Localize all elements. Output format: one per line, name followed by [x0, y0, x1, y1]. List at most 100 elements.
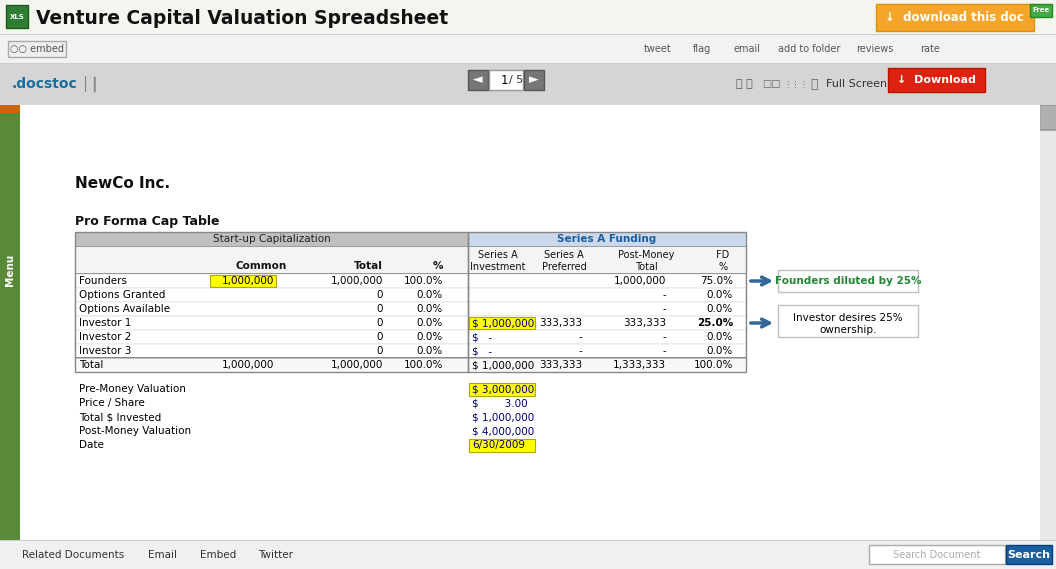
Text: $ 1,000,000: $ 1,000,000	[472, 412, 534, 422]
Bar	[469, 383, 535, 396]
Text: flag: flag	[693, 44, 712, 54]
Text: ○○ embed: ○○ embed	[10, 44, 64, 54]
Text: 0: 0	[377, 332, 383, 342]
Text: -: -	[579, 346, 582, 356]
Bar	[1040, 105, 1056, 130]
Bar	[1030, 4, 1052, 17]
Text: ↓  download this doc: ↓ download this doc	[885, 11, 1023, 24]
Bar	[468, 232, 746, 372]
Text: 100.0%: 100.0%	[403, 360, 444, 370]
Text: $ 1,000,000: $ 1,000,000	[472, 360, 534, 370]
Bar	[0, 540, 1056, 569]
Text: 1,000,000: 1,000,000	[331, 360, 383, 370]
Bar	[1006, 545, 1052, 564]
Text: □□: □□	[762, 79, 780, 89]
Text: 0: 0	[377, 318, 383, 328]
Text: FD: FD	[716, 250, 730, 260]
Text: tweet: tweet	[644, 44, 672, 54]
Bar	[75, 274, 746, 288]
Text: Series A: Series A	[478, 250, 517, 260]
Text: Full Screen: Full Screen	[826, 79, 887, 89]
Bar	[1040, 129, 1056, 130]
Text: Search: Search	[1007, 550, 1051, 559]
Bar	[489, 70, 523, 90]
Bar	[210, 275, 276, 287]
Text: 0.0%: 0.0%	[706, 290, 733, 300]
Bar	[0, 34, 1056, 35]
Text: 100.0%: 100.0%	[403, 276, 444, 286]
Bar	[778, 270, 918, 292]
Text: 0: 0	[377, 346, 383, 356]
Text: Price / Share: Price / Share	[79, 398, 145, 408]
Text: reviews: reviews	[856, 44, 893, 54]
Text: 0.0%: 0.0%	[706, 332, 733, 342]
Text: 0: 0	[377, 290, 383, 300]
Bar	[75, 357, 746, 358]
Text: NewCo Inc.: NewCo Inc.	[75, 175, 170, 191]
Bar	[469, 439, 535, 452]
Text: $   -: $ -	[472, 346, 492, 356]
Text: 333,333: 333,333	[539, 318, 582, 328]
Text: $ 4,000,000: $ 4,000,000	[472, 426, 534, 436]
Text: ⋮⋮⋮: ⋮⋮⋮	[782, 80, 808, 89]
Text: Total: Total	[635, 262, 658, 272]
Text: Start-up Capitalization: Start-up Capitalization	[212, 234, 331, 244]
Text: ⌕ ⌕: ⌕ ⌕	[736, 79, 753, 89]
Text: Founders: Founders	[79, 276, 127, 286]
Text: Common: Common	[235, 261, 287, 271]
Text: 1,000,000: 1,000,000	[614, 276, 666, 286]
Text: 0.0%: 0.0%	[417, 346, 444, 356]
Bar	[1040, 105, 1056, 540]
Text: 1,000,000: 1,000,000	[222, 276, 274, 286]
Text: Investor 1: Investor 1	[79, 318, 131, 328]
Bar	[75, 246, 746, 274]
Text: Search Document: Search Document	[893, 550, 981, 559]
Bar	[0, 540, 1056, 541]
Text: Twitter: Twitter	[258, 550, 293, 560]
Text: 0.0%: 0.0%	[417, 290, 444, 300]
Text: 25.0%: 25.0%	[697, 318, 733, 328]
Text: $        3.00: $ 3.00	[472, 398, 528, 408]
Text: |: |	[82, 76, 88, 92]
Bar	[0, 64, 1056, 105]
Text: 333,333: 333,333	[623, 318, 666, 328]
Text: Email: Email	[148, 550, 177, 560]
Text: $ 1,000,000: $ 1,000,000	[472, 318, 534, 328]
Text: Menu: Menu	[5, 254, 15, 286]
Bar	[75, 232, 468, 372]
Text: XLS: XLS	[10, 14, 24, 19]
Bar	[8, 41, 65, 57]
Bar	[0, 105, 1056, 106]
Text: Post-Money: Post-Money	[618, 250, 674, 260]
Bar	[75, 273, 746, 274]
Text: Date: Date	[79, 440, 103, 450]
Text: Investment: Investment	[470, 262, 526, 272]
Text: -: -	[662, 346, 666, 356]
Bar	[876, 4, 1034, 31]
Text: Pro Forma Cap Table: Pro Forma Cap Table	[75, 215, 220, 228]
Text: Related Documents: Related Documents	[22, 550, 125, 560]
Text: ↓  Download: ↓ Download	[897, 75, 976, 85]
Bar	[75, 232, 468, 246]
Bar	[0, 63, 1056, 64]
Bar	[75, 358, 746, 372]
Text: 0.0%: 0.0%	[417, 318, 444, 328]
Text: 1,000,000: 1,000,000	[331, 276, 383, 286]
Text: -: -	[662, 290, 666, 300]
Text: Pre-Money Valuation: Pre-Money Valuation	[79, 384, 186, 394]
Bar	[6, 5, 29, 28]
Bar	[0, 0, 1056, 35]
Text: 333,333: 333,333	[539, 360, 582, 370]
Bar	[75, 316, 746, 330]
Text: %: %	[433, 261, 444, 271]
Bar	[524, 70, 544, 90]
Text: rate: rate	[920, 44, 940, 54]
Text: Post-Money Valuation: Post-Money Valuation	[79, 426, 191, 436]
Text: 1,000,000: 1,000,000	[222, 360, 274, 370]
Text: 0.0%: 0.0%	[417, 332, 444, 342]
Bar	[0, 35, 1056, 63]
Text: Venture Capital Valuation Spreadsheet: Venture Capital Valuation Spreadsheet	[36, 9, 448, 27]
Text: Options Available: Options Available	[79, 304, 170, 314]
Bar	[75, 302, 746, 316]
Bar	[469, 317, 535, 329]
